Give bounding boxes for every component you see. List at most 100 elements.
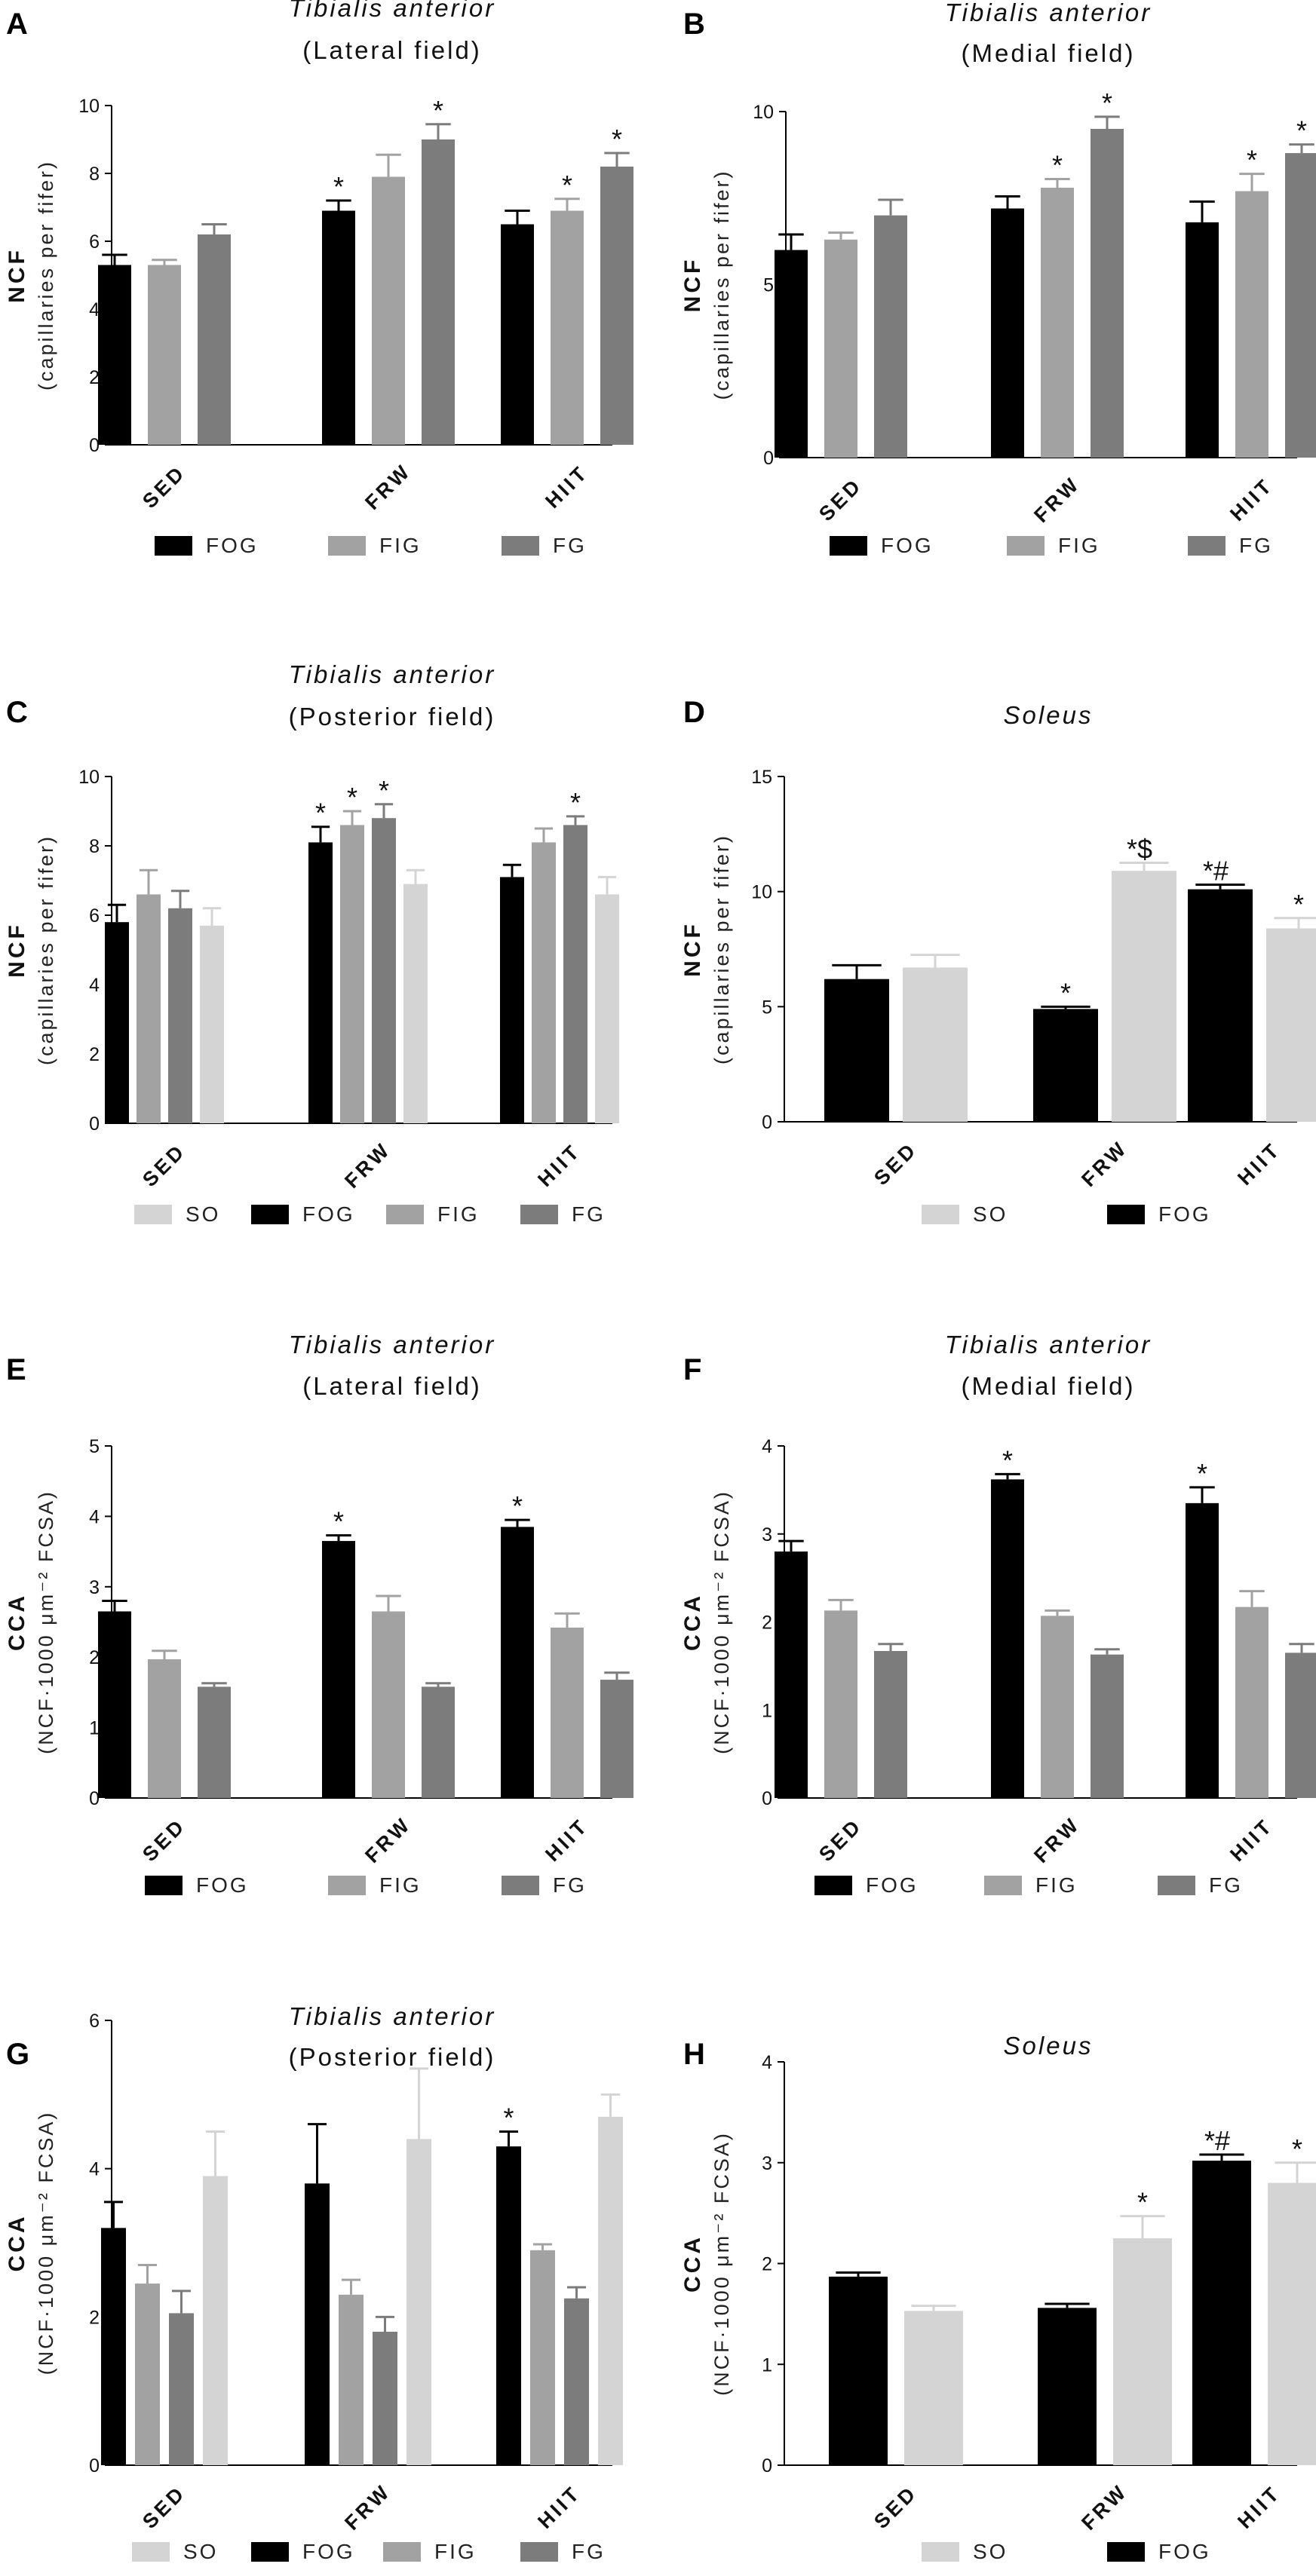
- bar-fg: [600, 167, 633, 445]
- bar-so: [403, 884, 428, 1123]
- bar-fog: [322, 1541, 355, 1798]
- legend-swatch-so: [132, 2542, 170, 2562]
- significance-mark: *: [333, 1506, 344, 1537]
- legend-swatch-fog: [830, 536, 867, 556]
- legend-swatch-fig: [984, 1876, 1022, 1895]
- y-tick-label: 6: [89, 231, 100, 253]
- legend-swatch-fig: [328, 536, 366, 556]
- bar-fg: [564, 2298, 589, 2465]
- y-tick-label: 0: [762, 1112, 772, 1133]
- legend-label: FIG: [437, 1202, 480, 1226]
- legend-label: SO: [183, 2540, 218, 2563]
- y-tick-label: 4: [762, 1436, 772, 1457]
- panel-label: A: [6, 8, 28, 41]
- legend-label: FOG: [1158, 1202, 1211, 1226]
- bar-so: [595, 894, 619, 1123]
- y-axis-label: NCF: [5, 247, 29, 303]
- significance-mark: *: [1247, 145, 1257, 176]
- panel-B: B Tibialis anterior (Medial field) NCF (capi…: [680, 0, 1316, 557]
- bar-fig: [137, 894, 161, 1123]
- bar-so: [1268, 2182, 1316, 2465]
- y-tick-label: 2: [89, 367, 100, 388]
- bar-fg: [373, 2332, 397, 2465]
- bar-fog: [775, 1551, 808, 1798]
- bar-fg: [169, 2313, 194, 2465]
- x-category-label: HIIT: [533, 1139, 585, 1191]
- bar-fig: [135, 2283, 160, 2465]
- legend-label: FIG: [1035, 1873, 1078, 1897]
- chart-title-line: Soleus: [1004, 2032, 1094, 2060]
- significance-mark: *: [1296, 115, 1307, 146]
- bar-fog: [322, 210, 355, 445]
- x-category-label: HIIT: [541, 1814, 593, 1866]
- y-tick-label: 1: [762, 1700, 772, 1721]
- x-category-label: HIIT: [533, 2481, 585, 2533]
- y-tick-label: 4: [89, 2159, 100, 2180]
- bar-fg: [422, 1686, 455, 1798]
- significance-mark: *: [612, 124, 622, 155]
- x-category-label: FRW: [1029, 1812, 1084, 1867]
- y-tick-label: 8: [89, 836, 100, 857]
- y-axis-sublabel: (NCF·1000 μm⁻² FCSA): [35, 2111, 57, 2375]
- panel-C: C Tibialis anterior (Posterior field) NCF (c…: [5, 660, 619, 1226]
- y-tick-label: 3: [762, 1524, 772, 1545]
- legend-label: FG: [572, 1202, 606, 1226]
- significance-mark: *: [1197, 1458, 1207, 1489]
- chart-title-line: (Medial field): [962, 1372, 1136, 1400]
- legend-swatch-fog: [1107, 1205, 1145, 1224]
- bar-fig: [824, 239, 857, 458]
- significance-mark: *: [379, 775, 389, 806]
- bar-fog: [1192, 2161, 1251, 2465]
- x-category-label: FRW: [1077, 1136, 1132, 1191]
- x-category-label: SED: [814, 1814, 867, 1866]
- y-tick-label: 2: [89, 1044, 100, 1065]
- legend-label: FOG: [196, 1873, 249, 1897]
- bar-fg: [198, 1686, 231, 1798]
- x-category-label: SED: [870, 2481, 922, 2533]
- legend-swatch-fig: [328, 1876, 366, 1895]
- legend-swatch-fg: [1158, 1876, 1195, 1895]
- legend-label: FIG: [1058, 534, 1100, 557]
- y-tick-label: 6: [89, 2011, 100, 2032]
- bar-fog: [500, 877, 524, 1123]
- x-category-label: FRW: [340, 2480, 395, 2535]
- legend-label: FG: [1209, 1873, 1243, 1897]
- bar-fog: [501, 224, 534, 445]
- significance-mark: *: [512, 1490, 523, 1521]
- y-axis-sublabel: (capillaries per fifer): [710, 834, 733, 1064]
- y-axis-label: NCF: [680, 921, 705, 977]
- legend-swatch-fg: [520, 1205, 558, 1224]
- y-tick-label: 4: [762, 2052, 772, 2073]
- x-category-label: FRW: [360, 1812, 416, 1867]
- y-tick-label: 8: [89, 164, 100, 185]
- significance-mark: *: [347, 782, 357, 813]
- bar-fg: [874, 215, 907, 458]
- x-category-label: SED: [138, 1139, 190, 1191]
- legend-swatch-fog: [145, 1876, 183, 1895]
- bar-fg: [168, 908, 192, 1123]
- legend-swatch-so: [134, 1205, 172, 1224]
- legend-swatch-fig: [383, 2542, 421, 2562]
- x-category-label: SED: [870, 1138, 922, 1190]
- legend-label: FG: [572, 2540, 606, 2563]
- x-category-label: SED: [814, 473, 867, 525]
- legend-label: FOG: [866, 1873, 919, 1897]
- bar-fig: [148, 265, 181, 445]
- legend-label: FOG: [302, 2540, 355, 2563]
- significance-mark: *: [1293, 889, 1304, 920]
- bar-so: [598, 2116, 623, 2465]
- y-tick-label: 0: [89, 2455, 100, 2476]
- y-axis-label: CCA: [680, 1593, 705, 1651]
- y-tick-label: 15: [751, 767, 772, 788]
- significance-mark: *: [315, 798, 326, 829]
- bar-fig: [148, 1659, 181, 1798]
- bar-fog: [1033, 1009, 1098, 1122]
- legend-swatch-fg: [520, 2542, 558, 2562]
- bar-so: [1112, 871, 1176, 1122]
- significance-mark: *: [1060, 977, 1071, 1008]
- chart-title-line: Tibialis anterior: [289, 0, 495, 22]
- bar-fg: [1285, 1652, 1316, 1798]
- bar-fog: [1038, 2308, 1097, 2465]
- bar-fog: [496, 2146, 521, 2465]
- bar-fig: [1041, 1616, 1074, 1798]
